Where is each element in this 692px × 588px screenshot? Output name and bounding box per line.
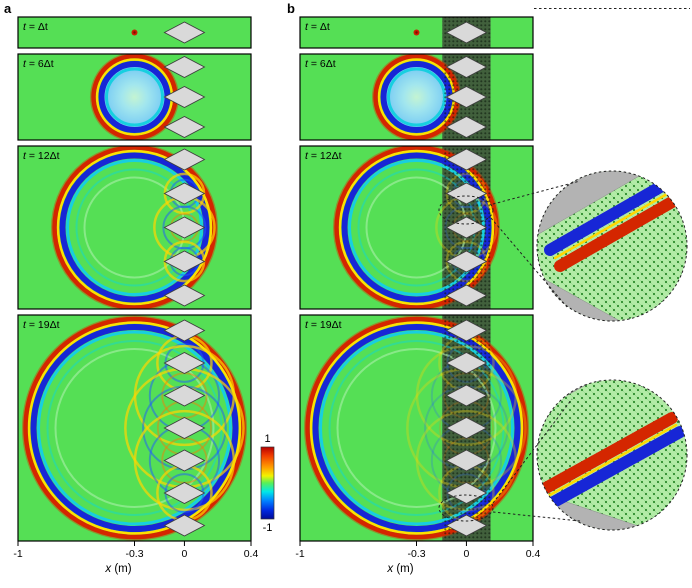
diamond-obstacle	[445, 21, 488, 44]
x-axis-title: x (m)	[386, 563, 413, 575]
wavefront-zero-line	[553, 192, 669, 260]
panel-border	[299, 16, 534, 49]
diamond-obstacle	[445, 55, 488, 79]
diamond-obstacle	[445, 481, 488, 505]
diamond-obstacle	[163, 216, 206, 239]
diamond-obstacle	[445, 85, 488, 109]
panel-border	[17, 53, 252, 141]
panel-a4: t = 19Δt	[17, 314, 252, 542]
x-tick-label: -0.3	[125, 548, 143, 560]
zoom-inset-top	[537, 171, 687, 321]
panel-b2: t = 6Δt	[299, 53, 534, 141]
zoom-inset-bottom	[537, 380, 687, 530]
time-label-a1: t = Δt	[23, 21, 48, 33]
colorbar-max-label: 1	[264, 433, 270, 445]
diamond-obstacle	[445, 449, 488, 472]
panel-b3: t = 12Δt	[299, 145, 534, 310]
diamond-obstacle	[163, 481, 206, 505]
diamond-obstacle	[445, 182, 488, 205]
x-tick-label: 0.4	[526, 548, 541, 560]
wavefront-positive-band	[554, 196, 678, 272]
diamond-obstacle	[445, 115, 488, 139]
x-tick-label: 0	[464, 548, 470, 560]
diamond-obstacle	[445, 284, 488, 307]
diamond-obstacle	[163, 250, 206, 273]
wavefront-negative-band	[546, 426, 686, 509]
x-tick-label: 0	[182, 548, 188, 560]
diamond-obstacle	[163, 115, 206, 139]
wavefront	[131, 29, 138, 36]
diamond-obstacle	[163, 284, 206, 307]
colorbar-min-label: -1	[263, 522, 273, 534]
x-tick-label: -0.3	[407, 548, 425, 560]
diamond-obstacle	[445, 384, 488, 407]
zoom-inset-top-border	[536, 170, 688, 322]
diamond-obstacle	[445, 319, 488, 342]
x-tick-label: -1	[295, 548, 304, 560]
x-tick-label: -1	[13, 548, 22, 560]
diamond-obstacle	[445, 416, 488, 440]
wavefront-positive-band	[538, 412, 678, 495]
diamond-obstacle	[163, 148, 206, 171]
diamond-obstacle	[445, 351, 488, 375]
wavefront	[413, 29, 420, 36]
time-label-a4: t = 19Δt	[23, 319, 60, 331]
wavefront	[21, 315, 248, 541]
diamond-obstacle	[163, 449, 206, 472]
diamond-obstacle	[445, 216, 488, 239]
zoom-region-marker-top	[438, 195, 494, 225]
time-label-a2: t = 6Δt	[23, 58, 54, 70]
panel-a1: t = Δt	[17, 16, 252, 49]
wavefront-negative-band	[544, 180, 668, 256]
diamond-obstacle	[163, 55, 206, 79]
zoom-connector-line	[492, 398, 573, 504]
wavefront	[50, 146, 219, 309]
diamond-obstacle	[163, 351, 206, 375]
zoom-inset-bottom-border	[536, 379, 688, 531]
diamond-obstacle	[163, 416, 206, 440]
time-label-b4: t = 19Δt	[305, 319, 342, 331]
time-label-b3: t = 12Δt	[305, 150, 342, 162]
time-label-b1: t = Δt	[305, 21, 330, 33]
x-axis-title: x (m)	[104, 563, 131, 575]
colorbar	[260, 446, 275, 520]
panel-a3: t = 12Δt	[17, 145, 252, 310]
zoom-region-marker-bottom	[438, 494, 494, 522]
wavefront	[89, 54, 180, 140]
x-tick-label: 0.4	[244, 548, 259, 560]
simulation-panels: t = Δt t = Δt t = 6Δt t = 6Δt t = 12Δt t = 12…	[17, 16, 534, 542]
panel-b4: t = 19Δt	[299, 314, 534, 542]
panel-b-label: b	[287, 1, 295, 16]
panel-border	[17, 145, 252, 310]
diamond-obstacle	[163, 85, 206, 109]
diamond-obstacle	[163, 182, 206, 205]
time-label-b2: t = 6Δt	[305, 58, 336, 70]
panel-b1: t = Δt	[299, 16, 534, 49]
panel-border	[299, 53, 534, 141]
panel-border	[17, 16, 252, 49]
wavefront-zero-line	[546, 423, 678, 498]
diamond-obstacle	[163, 514, 206, 537]
panel-a2: t = 6Δt	[17, 53, 252, 141]
diamond-obstacle	[163, 384, 206, 407]
time-label-a3: t = 12Δt	[23, 150, 60, 162]
diamond-obstacle	[163, 319, 206, 342]
panel-a-label: a	[4, 1, 12, 16]
panel-border	[299, 145, 534, 310]
diamond-obstacle	[445, 250, 488, 273]
diamond-obstacle	[163, 21, 206, 44]
diamond-obstacle	[445, 148, 488, 171]
x-axes: -1 -0.3 0 0.4 x (m) -1 -0.3 0 0.4 x (m)	[13, 541, 540, 575]
